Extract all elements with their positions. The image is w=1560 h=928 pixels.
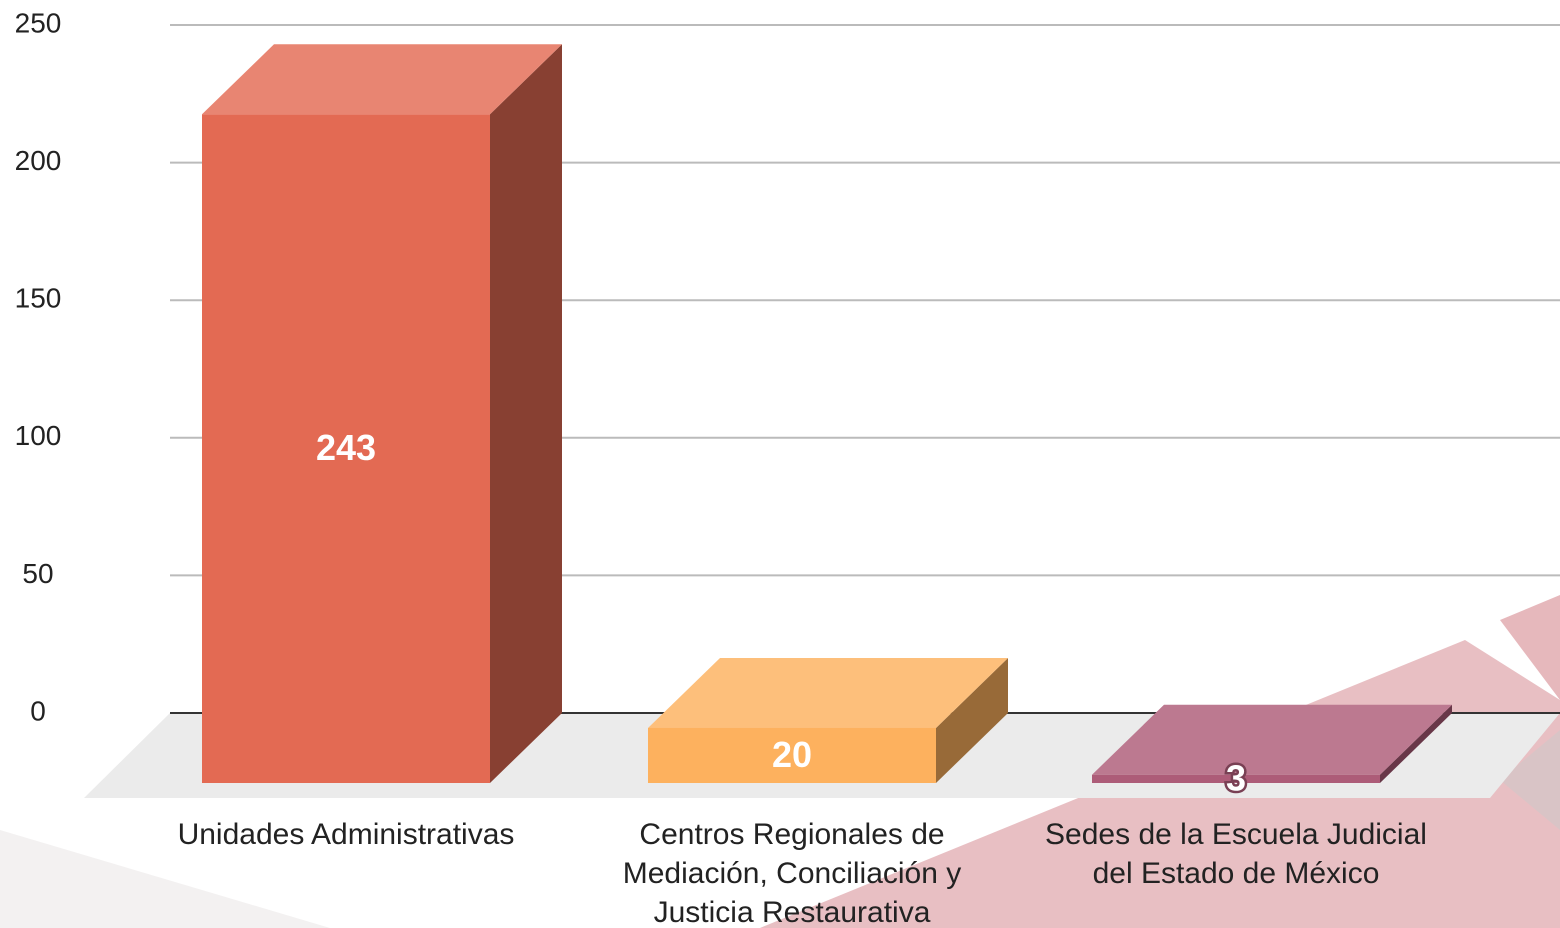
bar-top [202,44,562,115]
y-tick-label: 0 [30,695,46,726]
y-tick-label: 200 [15,145,62,176]
x-tick-label: Sedes de la Escuela Judicial del Estado … [1045,818,1427,890]
bar [1092,774,1380,783]
bar-side [490,44,562,784]
x-tick-label: Unidades Administrativas [177,818,515,851]
x-tick-label: Centros Regionales de Mediación, Concili… [622,818,962,928]
y-tick-label: 250 [15,7,62,38]
bar-side [1380,704,1452,783]
y-tick-label: 150 [15,283,62,314]
y-tick-label: 100 [15,420,62,451]
bar-side [936,657,1008,783]
bar-top [1092,704,1452,775]
bar-top [648,657,1008,728]
bar [202,114,490,784]
y-tick-label: 50 [22,558,53,589]
value-label: 3 [1226,757,1246,798]
bar [648,727,936,783]
value-label: 243 [316,427,376,468]
value-label: 20 [772,734,812,775]
